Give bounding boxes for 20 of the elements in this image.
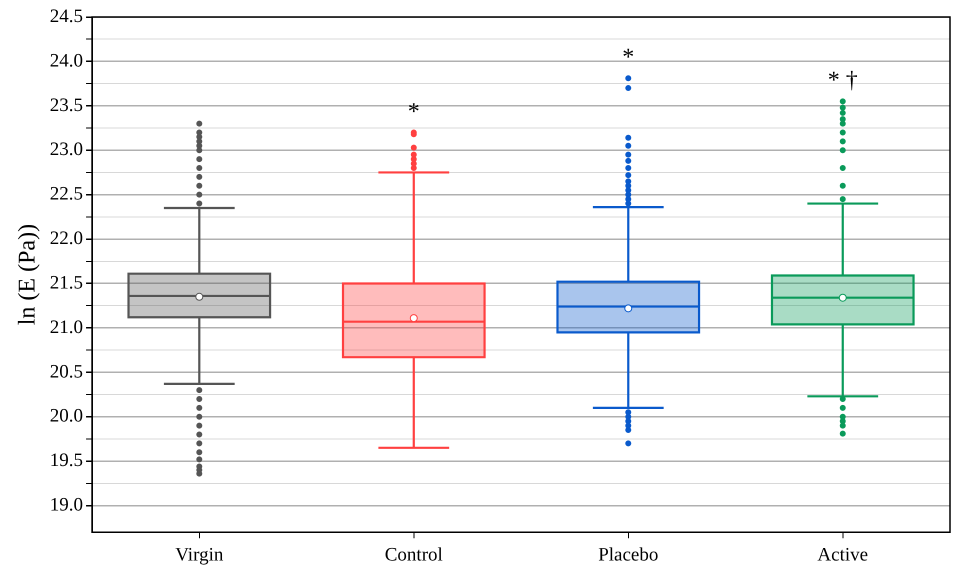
x-tick-label: Active bbox=[817, 544, 868, 566]
y-tick-label: 21.5 bbox=[50, 272, 84, 294]
y-tick-label: 22.5 bbox=[50, 184, 84, 205]
y-tick-label: 21.0 bbox=[50, 316, 84, 338]
y-axis-title: ln (E (Pa)) bbox=[14, 224, 41, 326]
annotation: * † bbox=[828, 68, 858, 94]
y-tick-label: 19.5 bbox=[50, 450, 84, 472]
y-tick-label: 23.5 bbox=[50, 94, 84, 116]
annotation: * bbox=[622, 44, 634, 71]
y-tick-label: 24.0 bbox=[50, 50, 84, 72]
annotation: * bbox=[408, 98, 420, 125]
y-tick-label: 20.5 bbox=[50, 361, 84, 382]
x-tick-label: Placebo bbox=[598, 544, 658, 566]
y-tick-label: 22.0 bbox=[50, 228, 84, 250]
x-tick-label: Virgin bbox=[175, 544, 224, 566]
y-tick-label: 23.0 bbox=[50, 139, 84, 160]
y-tick-label: 19.0 bbox=[50, 494, 84, 516]
x-tick-label: Control bbox=[384, 544, 443, 566]
y-tick-label: 20.0 bbox=[50, 406, 84, 427]
y-tick-label: 24.5 bbox=[50, 6, 84, 27]
